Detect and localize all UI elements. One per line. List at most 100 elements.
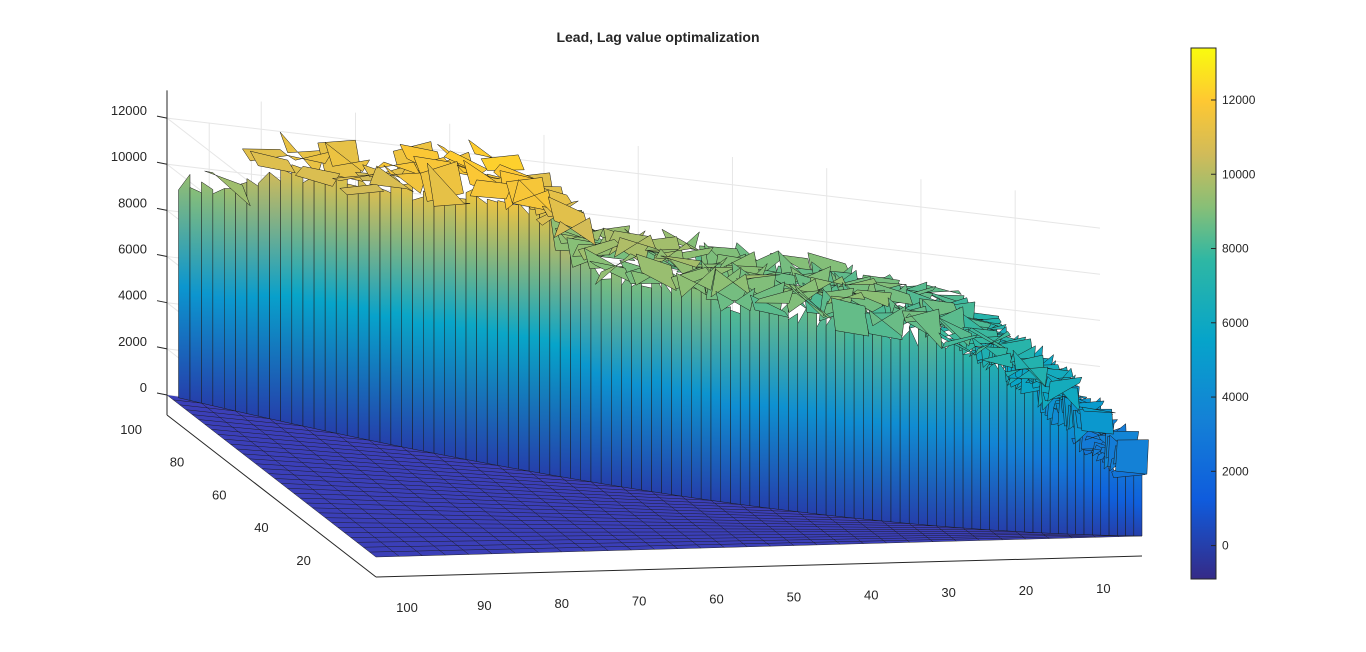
floor-mesh-line: [560, 476, 655, 550]
floor-mesh-line: [350, 532, 1042, 538]
lag-tick-label: 80: [170, 455, 184, 470]
floor-mesh-line: [299, 497, 827, 516]
ridge-wall-segment: [324, 174, 337, 434]
ridge-wall-segment: [433, 194, 445, 456]
ridge-plateau-facet: [339, 183, 385, 196]
ridge-wall-segment: [797, 305, 808, 514]
ridge-wall-segment: [890, 322, 901, 523]
floor-mesh-line: [710, 500, 771, 547]
ridge-plateau-facet: [553, 217, 596, 246]
z-tick-label: 0: [140, 380, 147, 395]
ridge-plateau-facet: [635, 253, 677, 292]
ridge-plateau-facet: [294, 165, 341, 187]
ridge-plateau-facet: [868, 305, 906, 337]
ridge-plateau-facet: [204, 170, 251, 207]
ridge-plateau-facet: [369, 165, 414, 193]
ridge-plateau-facet: [968, 327, 1006, 350]
z-tick-mark: [156, 254, 168, 258]
ridge-wall-segment: [945, 341, 955, 528]
ridge-wall-segment: [280, 167, 293, 424]
z-tick-mark: [156, 207, 168, 211]
ridge-wall-segment: [224, 188, 236, 412]
ridge-wall-segment: [899, 330, 910, 524]
ridge-wall-segment: [807, 308, 817, 515]
floor-mesh-line: [375, 535, 1143, 558]
surface-ridge: [178, 131, 1149, 537]
ridge-wall-segment: [486, 198, 498, 466]
ridge-plateau-facet: [941, 334, 979, 349]
ridge-wall-segment: [908, 326, 919, 525]
ridge-plateau-facet: [715, 287, 756, 312]
floor-mesh-line: [909, 523, 934, 542]
ridge-wall-segment: [998, 360, 1008, 532]
floor-mesh-line: [368, 439, 516, 554]
ridge-wall-segment: [455, 197, 467, 460]
floor-mesh-line: [236, 448, 530, 472]
axis-lines: [166, 90, 1143, 578]
ridge-wall-segment: [936, 335, 946, 527]
ridge-wall-segment: [189, 187, 202, 404]
floor-mesh-line: [465, 459, 586, 552]
lead-tick-label: 50: [787, 589, 801, 604]
ridge-wall-segment: [390, 178, 402, 448]
ridge-wall-segment: [401, 182, 413, 450]
ridge-wall-segment: [739, 300, 751, 506]
ridge-plateau-facet: [426, 162, 471, 207]
ridge-plateau-facet: [1081, 406, 1116, 414]
ridge-plateau-facet: [324, 141, 371, 173]
ridge-wall-segment: [313, 167, 326, 432]
ridge-wall-segment: [379, 187, 392, 445]
ridge-plateau-facet: [675, 265, 717, 298]
ridge-wall-segment: [730, 309, 741, 505]
ridge-wall-segment: [368, 190, 381, 443]
ridge-wall-segment: [335, 170, 348, 436]
ridge-plateau-facet: [649, 242, 692, 271]
ridge-wall-segment: [570, 230, 581, 481]
z-tick-mark: [156, 115, 168, 119]
floor-mesh-line: [433, 453, 562, 553]
floor-mesh-line: [201, 402, 400, 557]
floor-mesh-line: [166, 394, 377, 558]
lag-axis-line: [166, 414, 377, 578]
colorbar-tick-label: 12000: [1222, 93, 1256, 107]
ridge-wall-segment: [611, 269, 622, 488]
ridge-wall-segment: [539, 204, 551, 476]
lead-tick-label: 60: [709, 592, 723, 607]
ridge-wall-segment: [651, 268, 662, 494]
lead-tick-label: 10: [1096, 581, 1110, 596]
ridge-wall-segment: [590, 261, 602, 484]
ridge-wall-segment: [759, 302, 770, 509]
z-tick-mark: [156, 392, 168, 396]
ridge-wall-segment: [476, 195, 488, 464]
ridge-wall-segment: [257, 171, 270, 419]
ridge-wall-segment: [600, 278, 612, 486]
floor-mesh-line: [173, 399, 202, 404]
ridge-wall-segment: [507, 204, 519, 470]
ridge-wall-segment: [357, 175, 370, 441]
floor-mesh-line: [223, 438, 467, 460]
ridge-wall-segment: [518, 202, 530, 472]
ridge-wall-segment: [768, 299, 779, 510]
z-tick-mark: [156, 346, 168, 350]
lead-tick-label: 30: [941, 585, 955, 600]
ridge-wall-segment: [291, 164, 304, 427]
ridge-wall-segment: [853, 324, 864, 520]
floor-mesh-line: [185, 409, 270, 419]
floor-mesh-line: [769, 508, 818, 546]
floor-mesh-line: [1067, 533, 1073, 539]
ridge-wall-segment: [835, 319, 846, 518]
ridge-wall-segment: [465, 187, 477, 462]
z-tick-label: 10000: [111, 149, 147, 164]
ridge-plateau-facet: [613, 234, 656, 258]
lag-tick-label: 60: [212, 487, 226, 502]
z-tick-labels: 0 2000 4000 6000 8000 10000 12000: [111, 103, 168, 396]
ridge-wall-segment: [962, 353, 973, 529]
ridge-wall-segment: [212, 188, 225, 409]
lead-tick-labels: 100 90 80 70 60 50 40 30 20 10: [396, 581, 1110, 615]
ridge-wall-segment: [497, 200, 509, 468]
ridge-wall-segment: [559, 227, 571, 479]
z-tick-label: 8000: [118, 195, 147, 210]
lead-tick-label: 20: [1019, 583, 1033, 598]
ridge-wall-segment: [749, 299, 760, 508]
